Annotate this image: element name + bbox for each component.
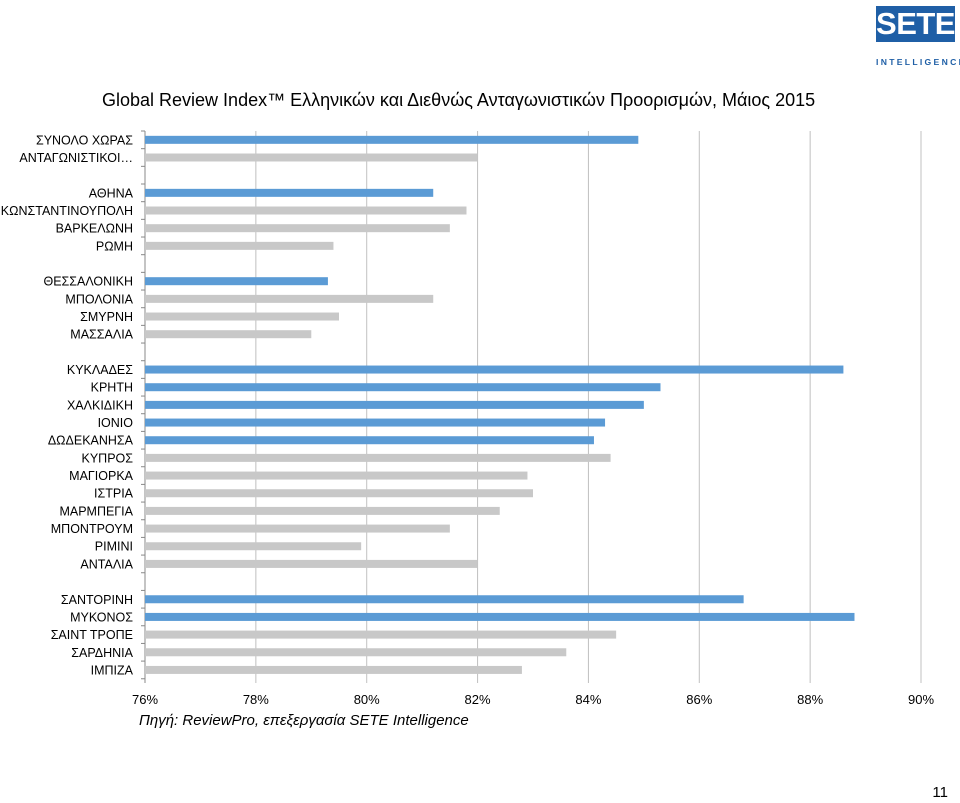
source-note: Πηγή: ReviewPro, επεξεργασία SETE Intell… <box>139 712 469 729</box>
category-label: ΘΕΣΣΑΛΟΝΙΚΗ <box>43 275 133 289</box>
bar <box>145 400 644 409</box>
category-label: ΑΘΗΝΑ <box>89 186 134 200</box>
category-label: ΚΡΗΤΗ <box>91 381 133 395</box>
category-label: ΜΑΡΜΠΕΓΙΑ <box>59 504 133 518</box>
bar <box>145 524 450 533</box>
category-label: ΑΝΤΑΓΩΝΙΣΤΙΚΟΙ… <box>19 151 133 165</box>
category-label: ΣΜΥΡΝΗ <box>80 310 133 324</box>
logo-subtext: INTELLIGENCE <box>876 57 960 67</box>
category-label: ΚΥΚΛΑΔΕΣ <box>67 363 133 377</box>
category-label: ΚΩΝΣΤΑΝΤΙΝΟΥΠΟΛΗ <box>1 204 133 218</box>
category-label: ΙΣΤΡΙΑ <box>94 487 134 501</box>
category-label: ΣΥΝΟΛΟ ΧΩΡΑΣ <box>36 133 133 147</box>
bar <box>145 294 434 303</box>
sete-intelligence-logo: SETE INTELLIGENCE <box>876 6 960 68</box>
x-tick-label: 76% <box>132 692 158 707</box>
bar <box>145 665 522 674</box>
bar <box>145 506 500 515</box>
category-label: ΜΠΟΛΟΝΙΑ <box>65 292 133 306</box>
bar <box>145 471 528 480</box>
page-number: 11 <box>932 784 948 801</box>
x-tick-label: 80% <box>354 692 380 707</box>
x-tick-label: 84% <box>575 692 601 707</box>
category-label: ΜΑΣΣΑΛΙΑ <box>70 328 133 342</box>
category-label: ΜΠΟΝΤΡΟΥΜ <box>51 522 133 536</box>
bar <box>145 595 744 604</box>
bar <box>145 383 661 392</box>
bar <box>145 489 533 498</box>
category-label: ΒΑΡΚΕΛΩΝΗ <box>56 222 133 236</box>
category-label: ΑΝΤΑΛΙΑ <box>80 557 133 571</box>
category-label: ΣΑΙΝΤ ΤΡΟΠΕ <box>51 628 133 642</box>
bar <box>145 224 450 233</box>
x-tick-label: 88% <box>797 692 823 707</box>
logo-wordmark: SETE <box>876 6 955 42</box>
bar <box>145 188 434 197</box>
x-tick-label: 86% <box>686 692 712 707</box>
bar <box>145 418 606 427</box>
bar <box>145 330 312 339</box>
category-label: ΧΑΛΚΙΔΙΚΗ <box>67 398 133 412</box>
bar <box>145 542 362 551</box>
bar <box>145 559 478 568</box>
bar <box>145 153 478 162</box>
category-label: ΡΙΜΙΝΙ <box>95 540 133 554</box>
bar <box>145 206 467 215</box>
category-label: ΙΜΠΙΖΑ <box>91 663 134 677</box>
bar <box>145 135 639 144</box>
bar <box>145 277 328 286</box>
category-label: ΔΩΔΕΚΑΝΗΣΑ <box>48 434 134 448</box>
bar <box>145 453 611 462</box>
bar <box>145 436 594 445</box>
bar <box>145 630 617 639</box>
bar <box>145 241 334 250</box>
category-label: ΣΑΡΔΗΝΙΑ <box>71 646 133 660</box>
category-label: ΜΥΚΟΝΟΣ <box>70 610 133 624</box>
category-label: ΣΑΝΤΟΡΙΝΗ <box>61 593 133 607</box>
category-label: ΡΩΜΗ <box>96 239 133 253</box>
x-tick-label: 78% <box>243 692 269 707</box>
category-label: ΚΥΠΡΟΣ <box>82 451 134 465</box>
x-tick-label: 82% <box>465 692 491 707</box>
bar <box>145 648 567 657</box>
x-tick-label: 90% <box>908 692 934 707</box>
category-label: ΙΟΝΙΟ <box>98 416 134 430</box>
bar <box>145 365 844 374</box>
bar <box>145 612 855 621</box>
category-label: ΜΑΓΙΟΡΚΑ <box>69 469 134 483</box>
bar <box>145 312 339 321</box>
chart-title: Global Review Index™ Ελληνικών και Διεθν… <box>102 90 816 110</box>
